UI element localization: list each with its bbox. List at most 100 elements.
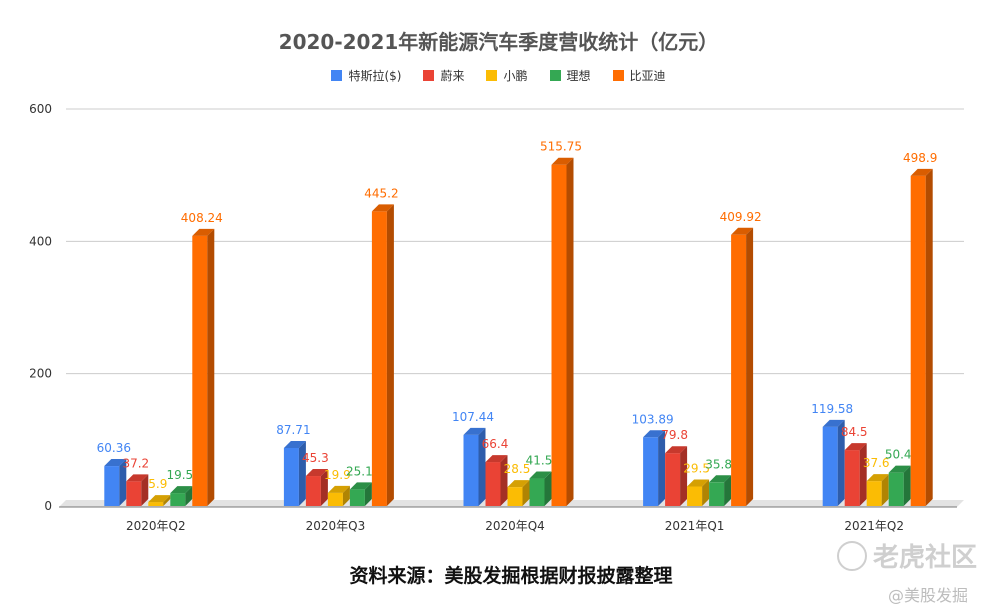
bar — [507, 487, 523, 506]
bar — [485, 462, 501, 506]
bar-side — [320, 469, 328, 506]
bar — [349, 489, 365, 506]
tiger-logo-icon — [837, 540, 867, 571]
bar-top — [371, 204, 394, 212]
bar-side — [163, 495, 171, 506]
bar-top — [485, 455, 508, 463]
bar — [371, 211, 387, 506]
bar-side — [702, 479, 710, 506]
legend-item: 蔚来 — [423, 67, 464, 84]
bar-side — [566, 157, 574, 506]
bar — [529, 478, 545, 506]
data-label: 50.4 — [885, 448, 912, 462]
bar — [866, 481, 882, 506]
bar-top — [866, 474, 889, 482]
legend-label: 理想 — [566, 69, 591, 83]
data-label: 41.5 — [526, 454, 553, 468]
bar-top — [731, 227, 754, 235]
legend-swatch — [331, 70, 343, 81]
data-label: 515.75 — [540, 140, 582, 154]
bar-top — [507, 480, 530, 488]
bar-side — [141, 474, 149, 506]
bar-side — [544, 471, 552, 506]
y-tick-label: 600 — [29, 102, 52, 116]
bar-top — [104, 459, 127, 467]
data-label: 45.3 — [302, 451, 329, 465]
bar-top — [687, 479, 710, 487]
legend-item: 理想 — [549, 67, 591, 84]
bar — [910, 175, 926, 506]
x-tick-label: 2021年Q1 — [665, 519, 725, 533]
bar — [327, 492, 343, 506]
source-note: 资料来源：美股发掘根据财报披露整理 — [349, 565, 673, 587]
bar — [170, 493, 186, 506]
x-tick-label: 2020年Q4 — [485, 519, 545, 533]
bar — [126, 481, 142, 506]
bar — [687, 486, 703, 506]
legend-item: 小鹏 — [486, 67, 528, 84]
bar — [283, 447, 299, 506]
bar — [844, 450, 860, 506]
data-label: 498.9 — [903, 151, 937, 165]
data-label: 28.5 — [504, 462, 531, 476]
legend-swatch — [549, 70, 561, 81]
bar-top — [126, 474, 149, 482]
bar-side — [837, 419, 845, 506]
y-tick-label: 400 — [29, 234, 52, 248]
data-label: 107.44 — [452, 410, 494, 424]
data-label: 66.4 — [482, 437, 509, 451]
legend-label: 小鹏 — [503, 69, 528, 83]
bar-top — [170, 486, 193, 494]
bar — [709, 482, 725, 506]
bar-top — [709, 475, 732, 483]
data-label: 37.6 — [863, 456, 890, 470]
bar-side — [478, 427, 486, 506]
data-label: 37.2 — [122, 456, 149, 470]
data-label: 19.5 — [166, 468, 193, 482]
data-label: 35.8 — [705, 457, 732, 471]
bar-top — [822, 419, 845, 427]
y-tick-label: 0 — [44, 499, 52, 513]
data-label: 19.9 — [324, 468, 351, 482]
bar-side — [658, 430, 666, 506]
bar-side — [119, 459, 127, 506]
data-label: 119.58 — [811, 402, 853, 416]
bar — [643, 437, 659, 506]
data-label: 87.71 — [276, 423, 310, 437]
bar-top — [283, 440, 306, 448]
bar-top — [551, 157, 574, 165]
bar-side — [298, 440, 306, 506]
bar-side — [724, 475, 732, 506]
bar-side — [859, 443, 867, 506]
data-label: 445.2 — [364, 186, 398, 200]
bar-top — [844, 443, 867, 451]
bar — [822, 426, 838, 506]
bar-top — [643, 430, 666, 438]
bar-side — [881, 474, 889, 506]
legend-swatch — [423, 70, 435, 81]
legend-item: 比亚迪 — [612, 67, 666, 84]
legend-item: 特斯拉($) — [331, 67, 401, 84]
data-label: 25.1 — [346, 464, 373, 478]
data-label: 29.5 — [683, 461, 710, 475]
legend-label: 蔚来 — [440, 69, 465, 83]
bar — [731, 234, 747, 507]
legend-swatch — [612, 70, 624, 81]
bar-side — [342, 485, 350, 506]
bar — [104, 466, 120, 506]
bar-top — [463, 427, 486, 435]
data-label: 79.8 — [661, 428, 688, 442]
data-label: 409.92 — [720, 210, 762, 224]
bar-top — [349, 482, 372, 490]
bar-top — [327, 485, 350, 493]
bar-top — [305, 469, 328, 477]
bar-side — [903, 465, 911, 506]
watermark-logo: 老虎社区 — [837, 537, 977, 574]
watermark-handle: @美股发掘 — [888, 586, 969, 605]
data-label: 5.9 — [148, 477, 167, 491]
bar — [551, 164, 567, 506]
data-label: 84.5 — [841, 425, 868, 439]
legend-label: 比亚迪 — [629, 69, 666, 83]
bar — [148, 502, 164, 506]
